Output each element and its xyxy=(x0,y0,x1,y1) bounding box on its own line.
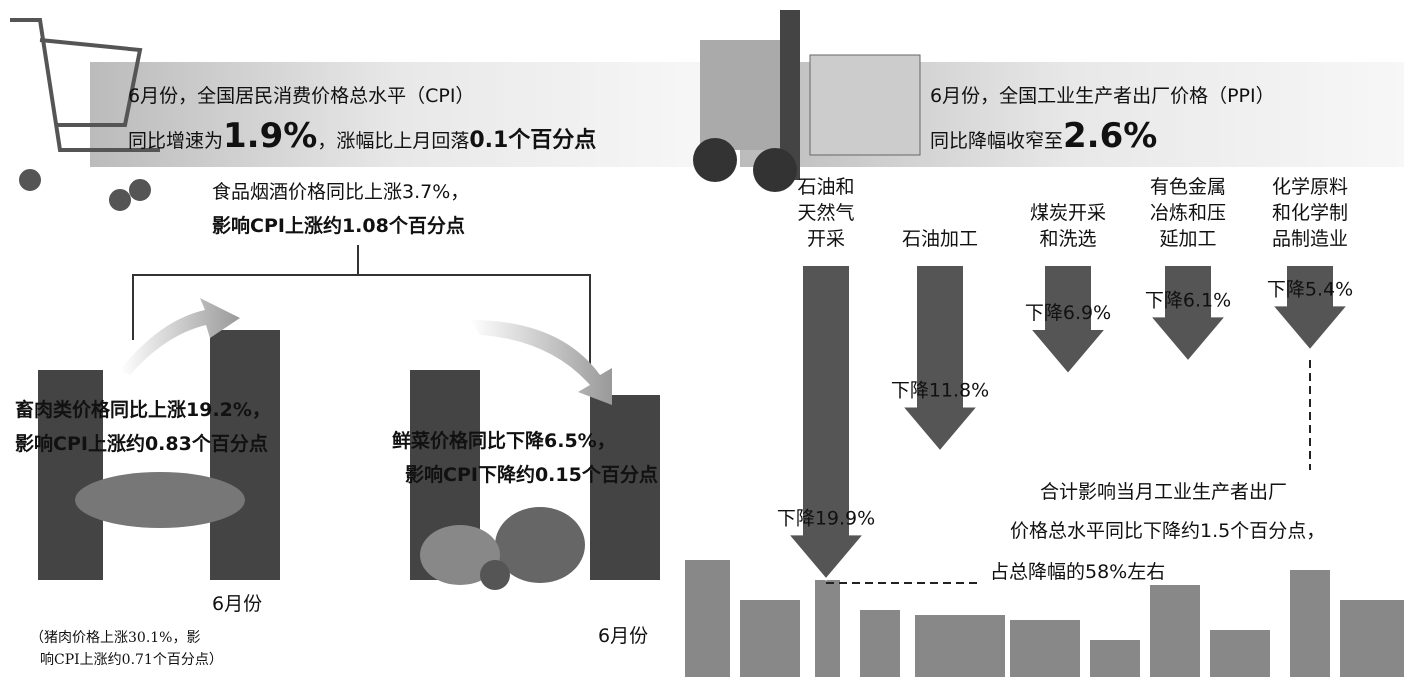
food-line: 影响CPI上涨约1.08个百分点 xyxy=(212,214,465,237)
value-label: 下降11.8% xyxy=(891,379,989,401)
value-label: 下降5.4% xyxy=(1267,278,1353,300)
value-label: 下降6.9% xyxy=(1025,302,1111,324)
category-label: 品制造业 xyxy=(1272,228,1348,250)
highlight: 1.9% xyxy=(223,116,317,156)
category-label: 延加工 xyxy=(1159,228,1216,250)
category-label: 石油加工 xyxy=(902,228,978,250)
arrow xyxy=(788,265,864,579)
text: 同比降幅收窄至 xyxy=(930,130,1063,152)
category-label: 天然气 xyxy=(797,202,854,224)
veg-bar-june xyxy=(590,395,660,580)
highlight: 2.6% xyxy=(1063,116,1157,156)
connector xyxy=(133,245,590,375)
month-label: 6月份 xyxy=(212,593,262,615)
infographic: 6月份，全国居民消费价格总水平（CPI） 同比增速为1.9%，涨幅比上月回落0.… xyxy=(0,0,1404,677)
meat-icon xyxy=(75,472,245,528)
meat-line: 影响CPI上涨约0.83个百分点 xyxy=(15,432,268,455)
category-label: 化学原料 xyxy=(1272,176,1348,198)
category-label: 开采 xyxy=(807,228,845,250)
veg-line: 影响CPI下降约0.15个百分点 xyxy=(405,463,658,486)
page: {"cpi": {"headline": "6月份，全国居民消费价格总水平（CP… xyxy=(0,0,1404,677)
cpi-headline: 6月份，全国居民消费价格总水平（CPI） xyxy=(128,85,474,107)
category-label: 有色金属 xyxy=(1150,176,1226,198)
highlight: 0.1个百分点 xyxy=(469,127,596,153)
month-label: 6月份 xyxy=(598,625,648,647)
category-label: 冶炼和压 xyxy=(1150,202,1226,224)
ppi-headline: 6月份，全国工业生产者出厂价格（PPI） xyxy=(930,85,1275,107)
veg-line: 鲜菜价格同比下降6.5%， xyxy=(392,429,616,452)
note: 响CPI上涨约0.71个百分点） xyxy=(40,652,223,668)
text: ，涨幅比上月回落 xyxy=(317,130,469,152)
value-label: 下降6.1% xyxy=(1145,289,1231,311)
value-label: 下降19.9% xyxy=(777,507,875,529)
category-label: 和洗选 xyxy=(1039,228,1096,250)
meat-bar-june xyxy=(210,330,280,580)
category-label: 石油和 xyxy=(797,176,854,198)
meat-line: 畜肉类价格同比上涨19.2%， xyxy=(15,398,271,421)
food-line: 食品烟酒价格同比上涨3.7%， xyxy=(212,181,469,203)
summary: 价格总水平同比下降约1.5个百分点， xyxy=(1010,520,1325,542)
summary: 合计影响当月工业生产者出厂 xyxy=(1040,481,1287,503)
category-label: 煤炭开采 xyxy=(1030,202,1106,224)
category-label: 和化学制 xyxy=(1272,202,1348,224)
text: 同比增速为 xyxy=(128,130,223,152)
arrow xyxy=(1150,265,1226,361)
summary: 占总降幅的58%左右 xyxy=(990,561,1165,583)
arrow xyxy=(902,265,978,451)
note: （猪肉价格上涨30.1%，影 xyxy=(30,630,200,646)
